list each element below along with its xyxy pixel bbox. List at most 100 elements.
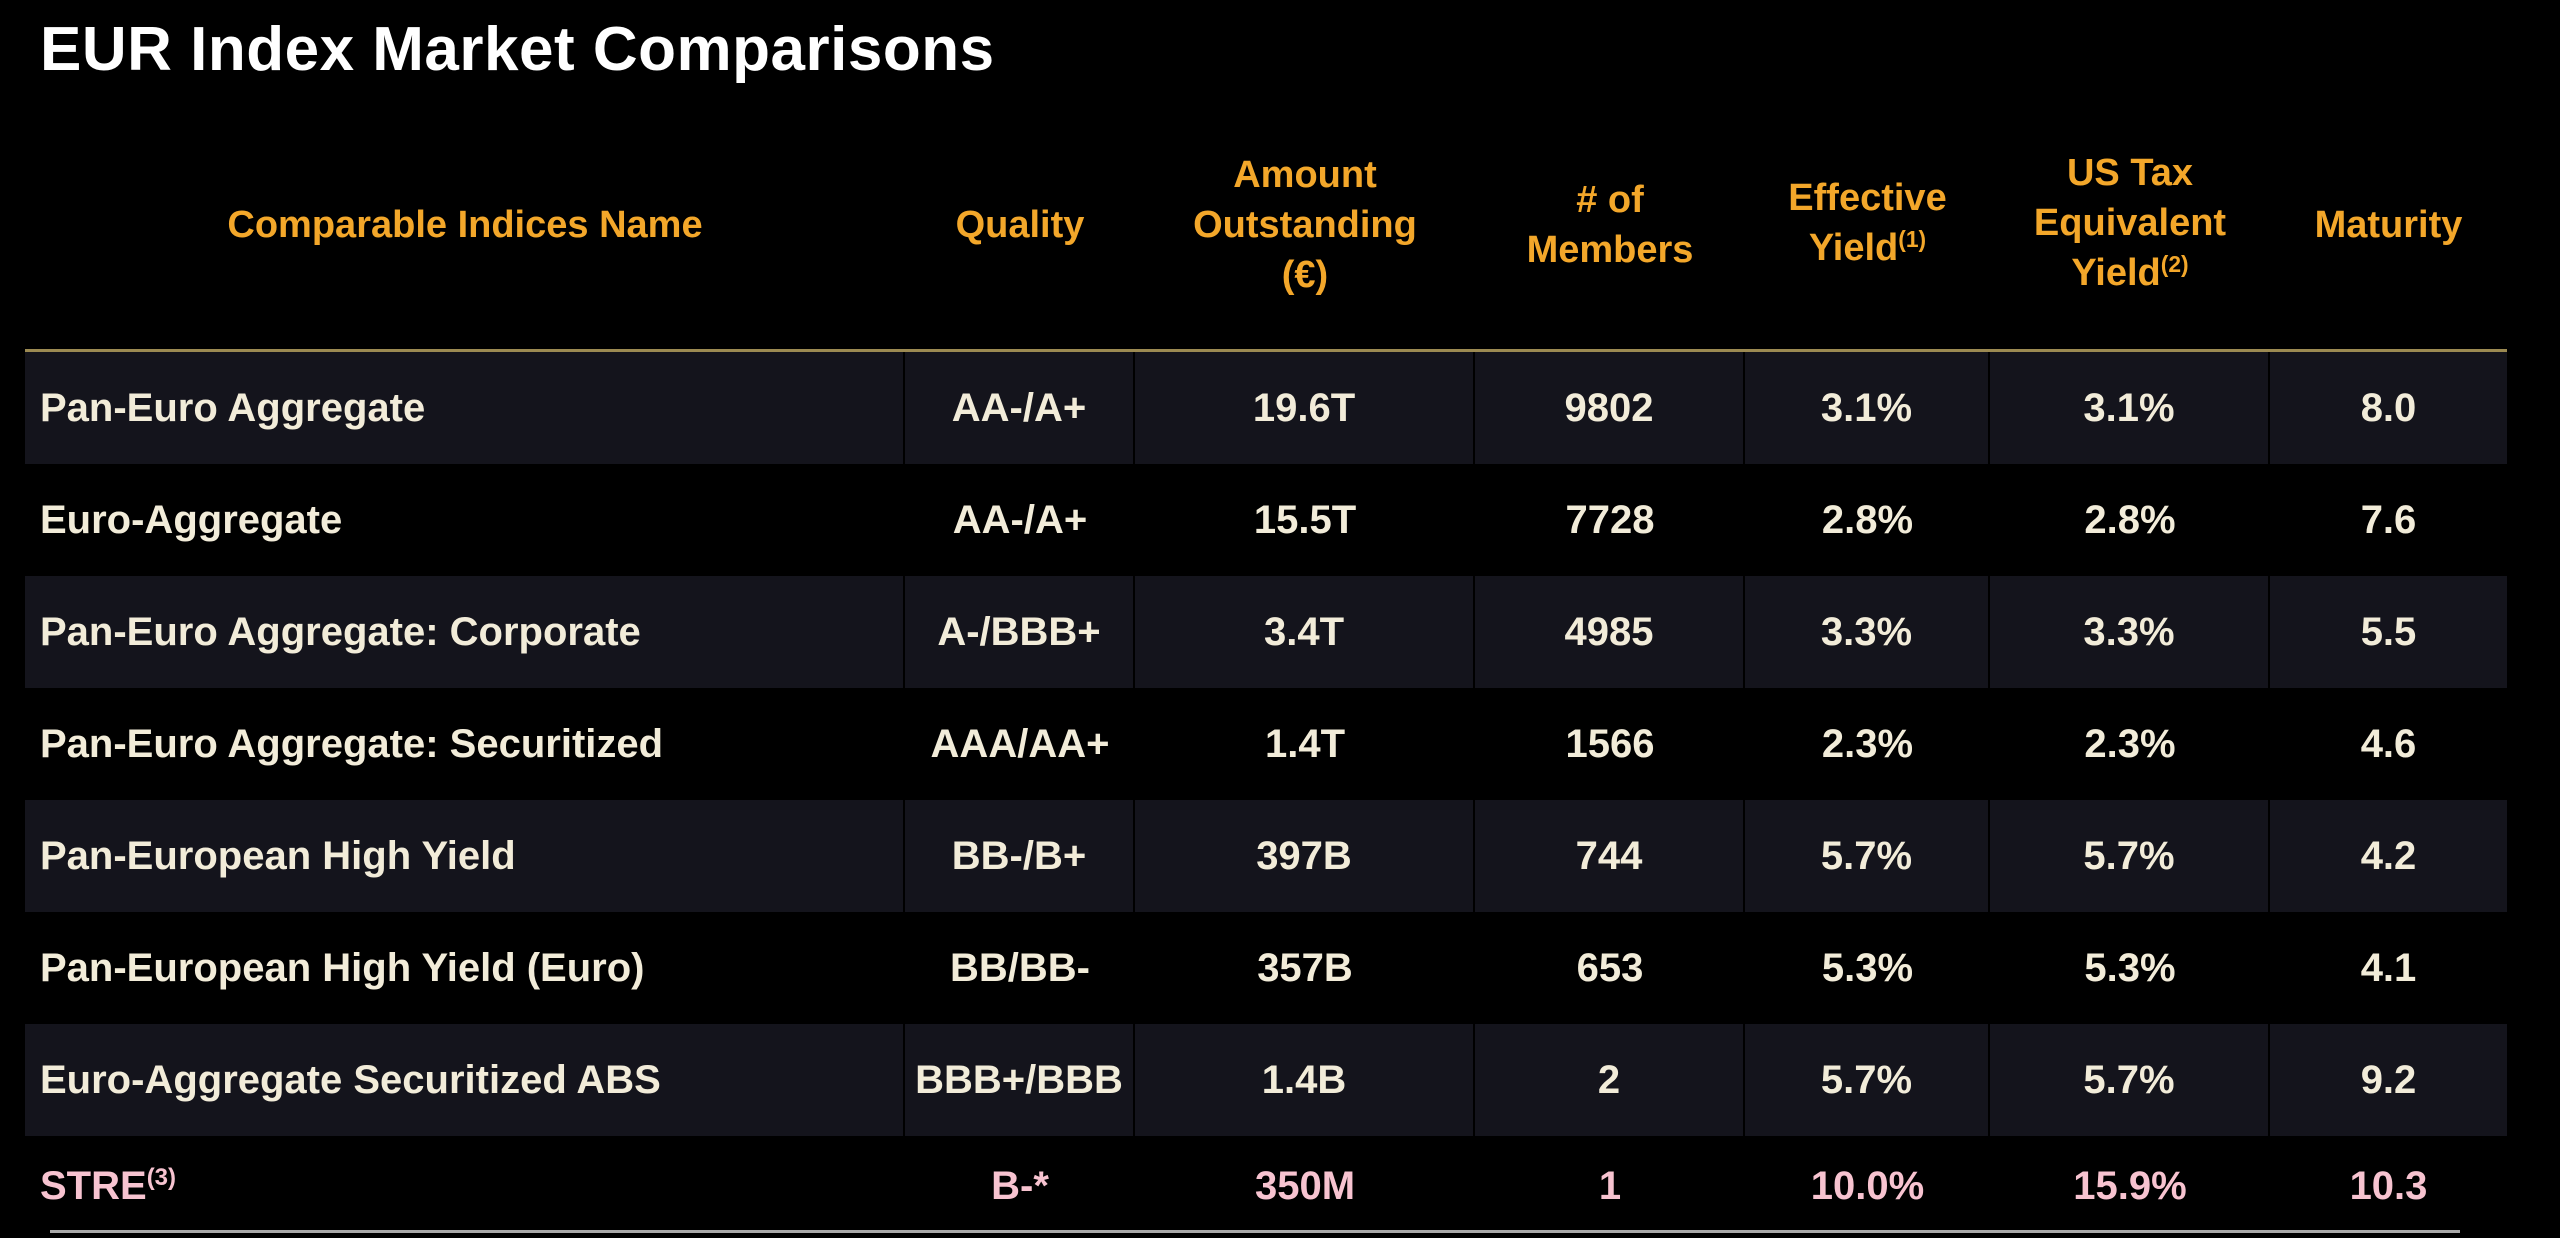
cell-value: 2: [1597, 1057, 1621, 1102]
cell-name: Pan-European High Yield (Euro): [25, 912, 905, 1024]
cell-value: 2.8%: [2084, 497, 2176, 542]
cell-value: 2.3%: [2084, 721, 2176, 766]
table-row: Pan-Euro Aggregate: Corporate A-/BBB+ 3.4T…: [25, 576, 2507, 688]
cell-effective_yield: 2.8%: [1745, 464, 1990, 576]
cell-members: 4985: [1475, 576, 1745, 688]
footnote-marker: (2): [2160, 250, 2189, 277]
cell-quality: BB-/B+: [905, 800, 1135, 912]
cell-value: 10.3: [2349, 1163, 2428, 1208]
cell-maturity: 7.6: [2270, 464, 2507, 576]
cell-value: STRE(3): [40, 1163, 177, 1208]
table-header-row: Comparable Indices Name Quality Amount Outs…: [25, 100, 2507, 352]
cell-maturity: 4.6: [2270, 688, 2507, 800]
cell-value: 3.3%: [2083, 609, 2175, 654]
cell-members: 1: [1475, 1136, 1745, 1236]
header-cell-quality: Quality: [905, 200, 1135, 250]
cell-name: STRE(3): [25, 1136, 905, 1236]
header-cell-us_tax_equivalent_yield: US Tax Equivalent Yield(2): [1990, 148, 2270, 302]
cell-amount_outstanding: 15.5T: [1135, 464, 1475, 576]
table-row: Pan-Euro Aggregate: Securitized AAA/AA+ 1.…: [25, 688, 2507, 800]
cell-value: 1566: [1565, 721, 1655, 766]
cell-value: BBB+/BBB: [915, 1057, 1123, 1102]
page-title: EUR Index Market Comparisons: [40, 15, 995, 84]
cell-name: Pan-Euro Aggregate: Corporate: [25, 576, 905, 688]
cell-maturity: 10.3: [2270, 1136, 2507, 1236]
header-line: Effective: [1788, 176, 1947, 219]
cell-amount_outstanding: 350M: [1135, 1136, 1475, 1236]
cell-value: 9.2: [2360, 1057, 2417, 1102]
cell-value: 2.8%: [1821, 497, 1914, 542]
cell-quality: A-/BBB+: [905, 576, 1135, 688]
cell-value: 653: [1576, 945, 1644, 990]
cell-value: 5.3%: [2084, 945, 2176, 990]
header-line: Yield(2): [2071, 250, 2189, 294]
cell-amount_outstanding: 3.4T: [1135, 576, 1475, 688]
cell-name: Pan-Euro Aggregate: Securitized: [25, 688, 905, 800]
cell-value: 4.1: [2360, 945, 2417, 990]
cell-maturity: 5.5: [2270, 576, 2507, 688]
cell-value: 350M: [1254, 1163, 1356, 1208]
cell-value: 357B: [1257, 945, 1353, 990]
comparison-table: Comparable Indices Name Quality Amount Outs…: [25, 100, 2507, 1236]
cell-value: 3.1%: [1820, 385, 1913, 430]
cell-members: 744: [1475, 800, 1745, 912]
cell-value: 4.6: [2360, 721, 2417, 766]
cell-value: AA-/A+: [951, 385, 1087, 430]
cell-value: 2.3%: [1821, 721, 1914, 766]
cell-value: Pan-Euro Aggregate: Securitized: [40, 721, 664, 766]
cell-name: Pan-Euro Aggregate: [25, 352, 905, 464]
table-row-stre: STRE(3) B-* 350M 1 10.0% 15.9% 10.3: [25, 1136, 2507, 1236]
header-line: Outstanding: [1193, 203, 1417, 246]
cell-value: A-/BBB+: [937, 609, 1101, 654]
cell-us_tax_equivalent_yield: 15.9%: [1990, 1136, 2270, 1236]
cell-value: 5.7%: [2083, 833, 2175, 878]
table-row: Euro-Aggregate Securitized ABS BBB+/BBB 1.…: [25, 1024, 2507, 1136]
table-row: Pan-European High Yield BB-/B+ 397B 744 5.7%…: [25, 800, 2507, 912]
cell-value: 4985: [1564, 609, 1654, 654]
cell-value: 5.3%: [1821, 945, 1914, 990]
cell-maturity: 4.1: [2270, 912, 2507, 1024]
footnote-marker: (3): [146, 1164, 177, 1192]
header-line: US Tax: [2066, 151, 2193, 194]
cell-value: 15.5T: [1253, 497, 1357, 542]
cell-effective_yield: 5.7%: [1745, 800, 1990, 912]
cell-effective_yield: 2.3%: [1745, 688, 1990, 800]
cell-amount_outstanding: 1.4B: [1135, 1024, 1475, 1136]
cell-value: 5.7%: [1820, 1057, 1913, 1102]
cell-value: 10.0%: [1810, 1163, 1925, 1208]
cell-value: BB/BB-: [950, 945, 1090, 990]
table-row: Pan-Euro Aggregate AA-/A+ 19.6T 9802 3.1% 3.1…: [25, 352, 2507, 464]
cell-value: B-*: [991, 1163, 1049, 1208]
table-body: Pan-Euro Aggregate AA-/A+ 19.6T 9802 3.1% 3.1…: [25, 352, 2507, 1236]
cell-value: 1.4T: [1264, 721, 1346, 766]
cell-value: 9802: [1564, 385, 1654, 430]
cell-us_tax_equivalent_yield: 3.3%: [1990, 576, 2270, 688]
cell-effective_yield: 5.7%: [1745, 1024, 1990, 1136]
cell-value: 3.1%: [2083, 385, 2175, 430]
cell-value: 4.2: [2360, 833, 2417, 878]
header-line: Members: [1526, 228, 1694, 271]
cell-effective_yield: 3.3%: [1745, 576, 1990, 688]
cell-effective_yield: 5.3%: [1745, 912, 1990, 1024]
header-cell-amount_outstanding: Amount Outstanding (€): [1135, 150, 1475, 300]
header-cell-effective_yield: Effective Yield(1): [1745, 173, 1990, 277]
cell-quality: B-*: [905, 1136, 1135, 1236]
cell-quality: BBB+/BBB: [905, 1024, 1135, 1136]
cell-value: 19.6T: [1252, 385, 1356, 430]
cell-us_tax_equivalent_yield: 5.7%: [1990, 1024, 2270, 1136]
header-line: (€): [1281, 253, 1329, 296]
cell-effective_yield: 3.1%: [1745, 352, 1990, 464]
cell-value: 5.5: [2360, 609, 2417, 654]
cell-members: 7728: [1475, 464, 1745, 576]
cell-value: 397B: [1256, 833, 1352, 878]
cell-value: BB-/B+: [951, 833, 1087, 878]
header-line: Amount: [1233, 153, 1377, 196]
cell-value: Euro-Aggregate: [40, 497, 343, 542]
cell-maturity: 4.2: [2270, 800, 2507, 912]
cell-us_tax_equivalent_yield: 2.8%: [1990, 464, 2270, 576]
cell-value: Euro-Aggregate Securitized ABS: [40, 1057, 661, 1102]
cell-quality: AAA/AA+: [905, 688, 1135, 800]
cell-amount_outstanding: 357B: [1135, 912, 1475, 1024]
cell-maturity: 9.2: [2270, 1024, 2507, 1136]
cell-name: Euro-Aggregate: [25, 464, 905, 576]
